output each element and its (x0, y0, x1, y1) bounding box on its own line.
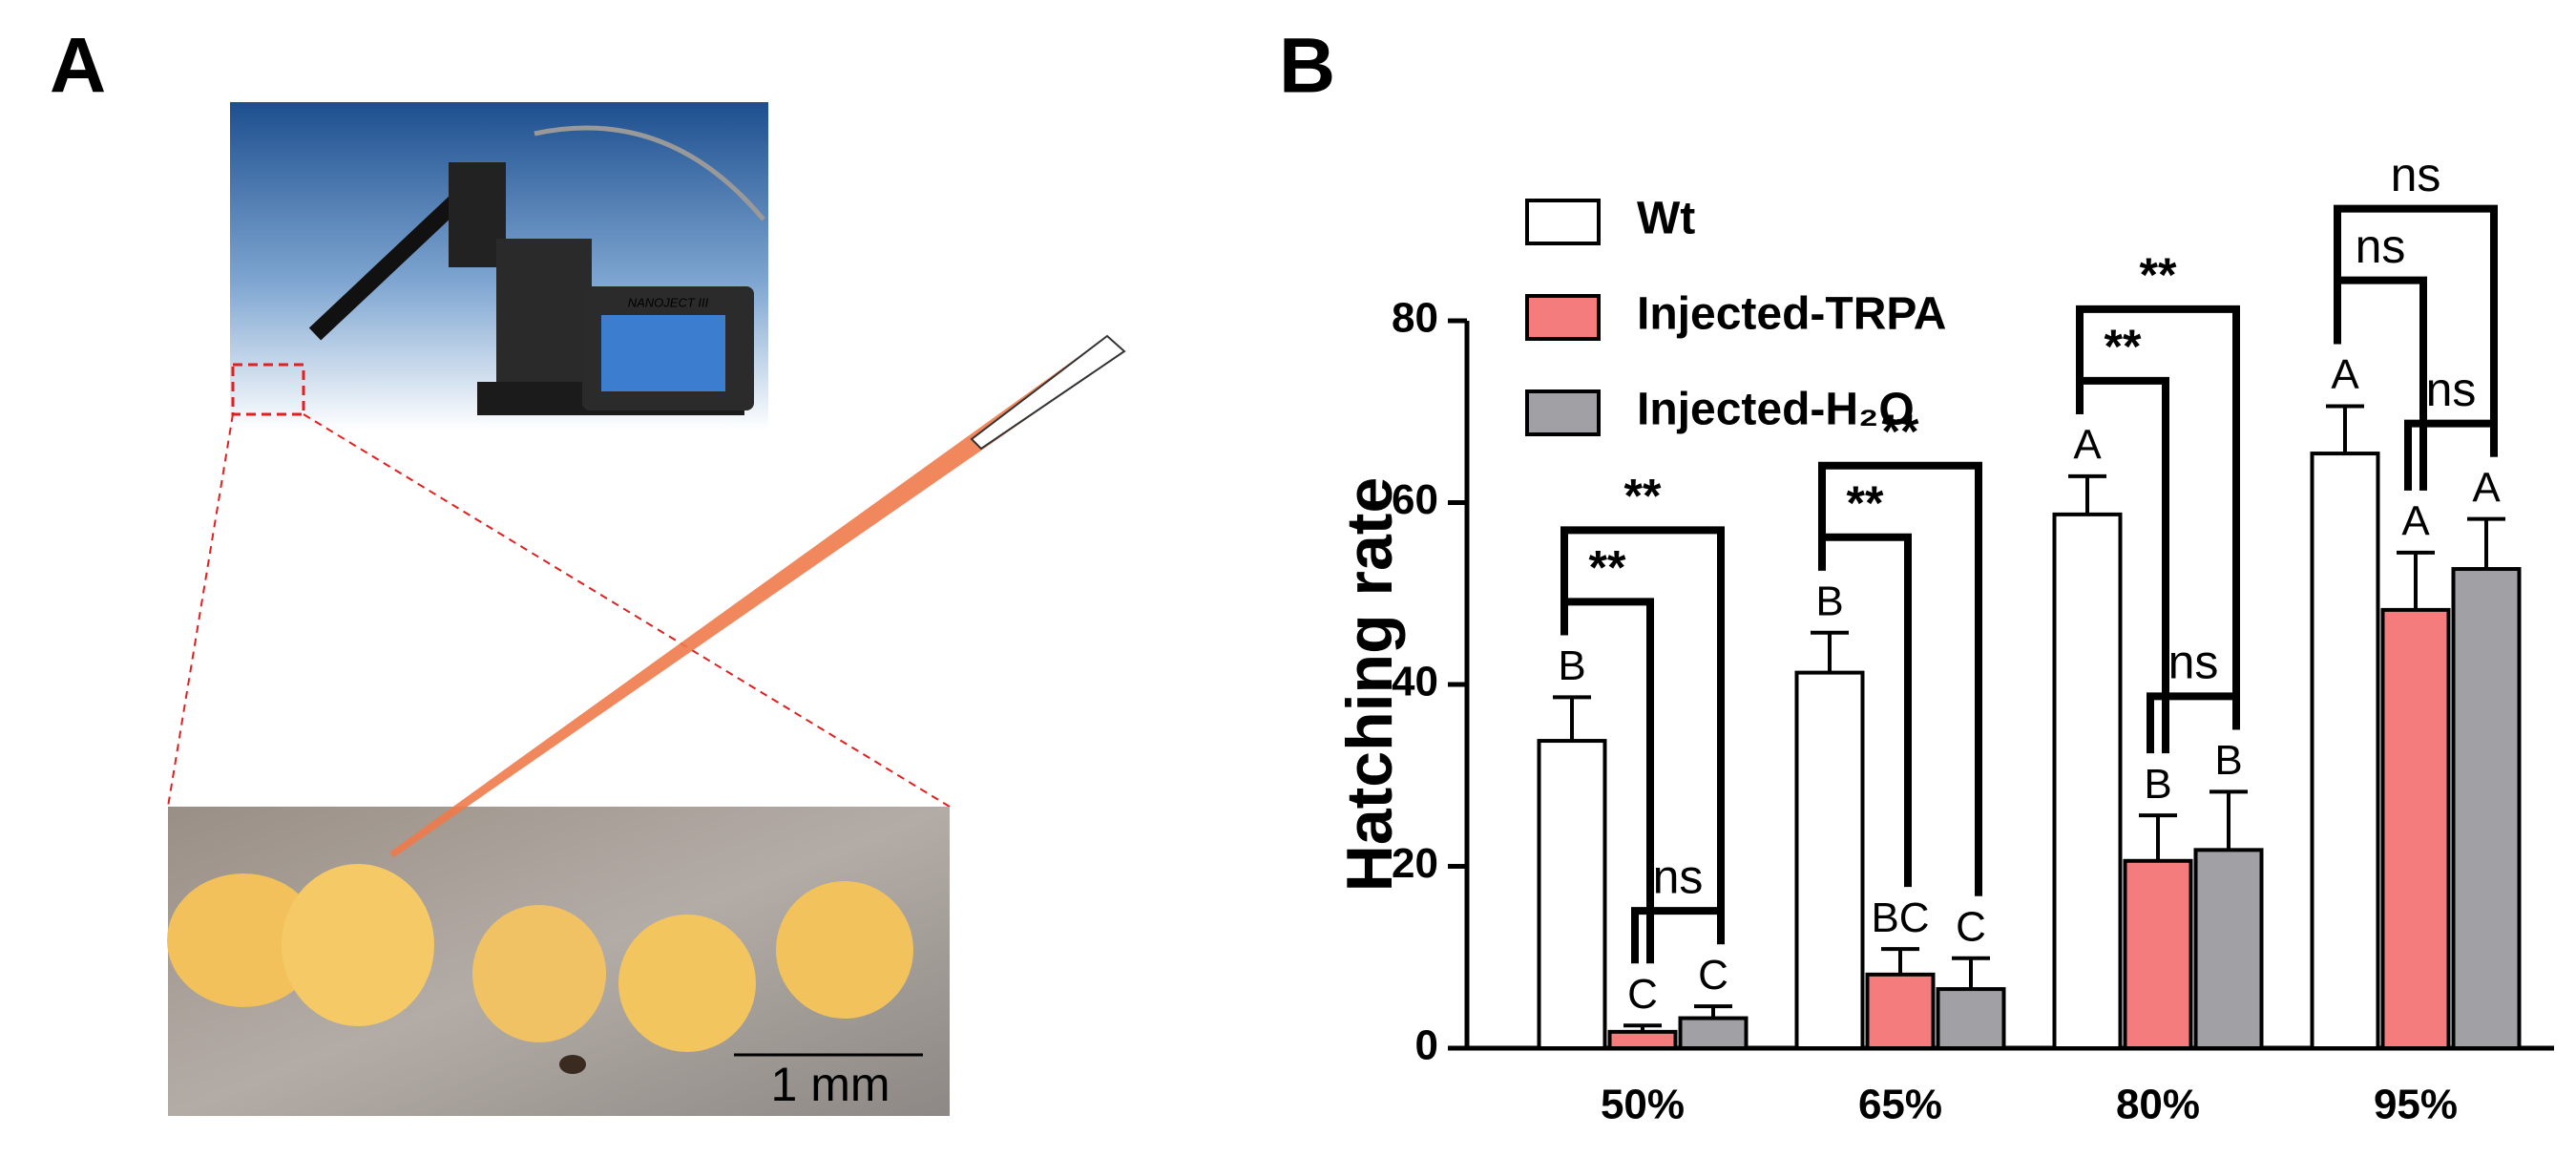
bar (2380, 607, 2451, 1051)
significance-label: ns (2356, 220, 2406, 273)
significance-label: ** (1624, 470, 1662, 523)
significance-letter: B (1558, 642, 1585, 689)
significance-label: ns (2426, 363, 2477, 416)
device-label: NANOJECT III (628, 295, 709, 309)
significance-letter: B (2144, 761, 2171, 808)
needle (389, 336, 1124, 857)
legend-label: Wt (1637, 194, 1695, 244)
panel-label: B (1279, 23, 1335, 110)
bar (2310, 452, 2380, 1050)
x-tick-label: 95% (2374, 1082, 2458, 1128)
significance-label: ns (1653, 850, 1704, 903)
significance-bracket (1818, 461, 1982, 896)
y-tick-label: 40 (1392, 659, 1438, 705)
chart: Hatching rate 0 20 40 60 80 Wt Injected-TRPA In… (1333, 148, 2554, 1128)
x-tick-label: 80% (2116, 1082, 2200, 1128)
legend-swatch (1525, 389, 1601, 436)
egg (472, 905, 606, 1042)
egg (776, 881, 913, 1019)
zoom-line (167, 413, 234, 808)
bar (1678, 1016, 1749, 1051)
significance-label: ns (2391, 148, 2441, 201)
significance-letter: C (1698, 952, 1728, 999)
egg (282, 864, 434, 1026)
bar (2193, 848, 2264, 1050)
bar (2123, 858, 2193, 1050)
x-tick-label: 65% (1858, 1082, 1942, 1128)
significance-letter: A (2472, 464, 2501, 511)
significance-letter: B (2214, 737, 2242, 784)
significance-letter: B (1815, 578, 1843, 624)
significance-bracket (1631, 907, 1725, 964)
manipulator-stage (496, 239, 592, 391)
cable (534, 125, 765, 221)
bar (2451, 567, 2522, 1050)
bar (1865, 972, 1936, 1050)
legend-label: Injected-TRPA (1637, 289, 1946, 340)
significance-bracket (2147, 692, 2240, 754)
significance-letter: C (1627, 971, 1658, 1018)
significance-letter: A (2073, 422, 2102, 469)
significance-letter: A (2401, 498, 2430, 545)
significance-label: ** (1882, 405, 1919, 458)
bar (1537, 739, 1607, 1050)
y-axis-label: Hatching rate (1333, 477, 1406, 893)
legend-swatch (1525, 199, 1601, 245)
x-tick-label: 50% (1601, 1082, 1685, 1128)
significance-label: ** (2140, 248, 2177, 302)
egg (167, 873, 320, 1007)
significance-bracket (2404, 419, 2498, 491)
significance-label: ** (1589, 541, 1626, 595)
bar (2052, 512, 2123, 1050)
significance-letter: C (1956, 903, 1986, 950)
debris (559, 1055, 586, 1074)
significance-label: ns (2168, 636, 2219, 689)
significance-label: ** (2105, 320, 2142, 373)
zoom-line (303, 413, 951, 808)
bar (1607, 1029, 1678, 1050)
y-tick-label: 60 (1392, 476, 1438, 523)
egg (618, 915, 756, 1052)
legend-label: Injected-H₂O (1637, 385, 1915, 435)
significance-letter: A (2331, 351, 2359, 398)
significance-bracket (1560, 526, 1725, 945)
panel-label: A (50, 23, 106, 110)
y-tick-label: 20 (1392, 840, 1438, 887)
y-tick-label: 80 (1392, 295, 1438, 342)
significance-letter: BC (1871, 894, 1929, 941)
significance-bracket (2076, 305, 2240, 730)
bar (1936, 987, 2006, 1051)
scale-bar-label: 1 mm (771, 1058, 890, 1111)
zoom-box (231, 363, 305, 416)
needle-end (970, 334, 1126, 451)
controller-screen (601, 315, 725, 391)
significance-bracket (2334, 204, 2498, 457)
significance-label: ** (1847, 476, 1884, 530)
legend-swatch (1525, 294, 1601, 341)
bar (1794, 670, 1865, 1050)
y-tick-label: 0 (1415, 1022, 1438, 1069)
